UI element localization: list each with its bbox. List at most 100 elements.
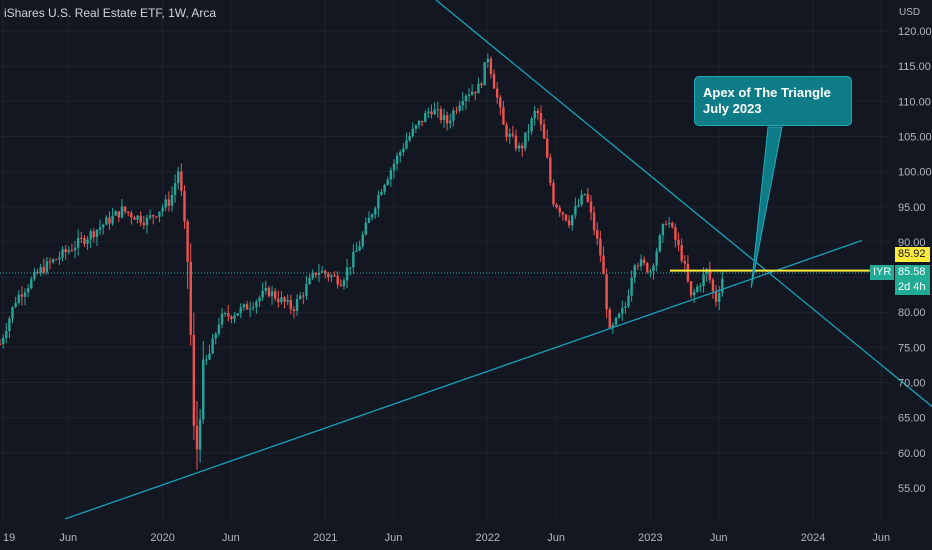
candle-body <box>658 235 661 252</box>
candle-body <box>198 419 202 450</box>
y-tick-label: 120.00 <box>898 26 932 38</box>
candle-body <box>339 284 343 286</box>
candle-body <box>374 208 377 215</box>
x-tick-label: 2024 <box>801 532 825 544</box>
candle-body <box>574 206 577 216</box>
candle-body <box>714 291 718 302</box>
grid-lines <box>0 0 890 522</box>
annotation-callout[interactable]: Apex of The Triangle July 2023 <box>694 76 852 126</box>
candle-body <box>133 217 136 220</box>
candle-body <box>283 297 286 302</box>
candle-body <box>420 120 424 123</box>
candle-body <box>223 313 227 315</box>
candle-body <box>173 183 177 195</box>
chart-title: iShares U.S. Real Estate ETF, 1W, Arca <box>4 6 217 20</box>
candle-body <box>320 270 324 273</box>
candle-body <box>11 306 14 319</box>
candle-body <box>76 237 80 248</box>
candle-body <box>405 140 408 149</box>
candle-body <box>317 272 321 275</box>
symbol-tag: IYR <box>870 265 894 280</box>
y-tick-label: 60.00 <box>898 448 926 460</box>
y-tick-label: 90.00 <box>898 237 926 249</box>
y-tick-label: 110.00 <box>898 96 931 108</box>
candle-body <box>442 115 446 121</box>
candle-body <box>277 298 280 303</box>
candle-body <box>183 191 186 222</box>
candle-body <box>699 285 702 287</box>
candle-body <box>292 309 296 311</box>
candle-body <box>605 274 608 310</box>
candle-body <box>98 227 102 230</box>
candle-body <box>646 263 649 273</box>
candle-body <box>639 259 643 267</box>
candle-body <box>30 278 33 288</box>
candle-body <box>546 138 549 158</box>
candle-body <box>86 239 89 244</box>
candle-body <box>602 255 605 275</box>
y-tick-label: 95.00 <box>898 202 926 214</box>
candle-body <box>567 220 571 226</box>
candle-body <box>130 213 133 218</box>
candle-body <box>508 133 511 137</box>
candle-body <box>445 115 449 124</box>
candle-body <box>596 230 599 239</box>
candle-body <box>280 297 283 303</box>
candle-body <box>45 261 49 273</box>
y-tick-label: 75.00 <box>898 342 926 354</box>
candle-body <box>95 229 99 238</box>
candle-body <box>380 191 383 196</box>
candle-body <box>0 343 2 345</box>
candle-body <box>536 110 540 114</box>
candle-body <box>327 273 330 278</box>
candle-body <box>180 171 183 192</box>
candle-body <box>286 299 289 302</box>
x-tick-label: 19 <box>3 532 15 544</box>
candle-body <box>214 333 217 339</box>
candle-body <box>621 307 624 314</box>
candle-body <box>142 222 146 226</box>
candle-body <box>383 184 386 192</box>
candle-body <box>433 109 436 115</box>
candle-body <box>452 110 455 121</box>
candle-body <box>599 238 602 256</box>
candle-body <box>617 313 621 318</box>
candle-body <box>367 217 371 223</box>
candle-body <box>427 111 430 114</box>
candle-body <box>558 207 561 213</box>
candle-body <box>674 227 677 240</box>
candle-body <box>1 337 5 344</box>
candle-body <box>349 267 352 269</box>
candle-body <box>680 245 683 261</box>
candle-body <box>577 204 580 207</box>
candle-body <box>295 299 299 311</box>
candle-body <box>467 94 471 97</box>
candle-body <box>524 132 527 149</box>
y-tick-label: 70.00 <box>898 378 926 390</box>
x-tick-label: Jun <box>710 532 728 544</box>
candle-body <box>55 259 58 261</box>
candle-body <box>189 261 192 335</box>
candle-body <box>364 222 368 235</box>
candle-body <box>408 135 411 141</box>
candle-body <box>80 237 83 239</box>
candle-body <box>664 224 668 226</box>
annotation-line-1: Apex of The Triangle <box>703 85 831 100</box>
candle-body <box>139 215 142 223</box>
candle-body <box>155 216 158 218</box>
candle-body <box>436 109 439 111</box>
time-axis[interactable]: 19 Jun 2020 Jun 2021 Jun 2022 Jun 2023 Jun 2024 Jun <box>3 532 890 544</box>
candle-body <box>117 211 121 218</box>
candle-body <box>424 113 427 123</box>
candle-body <box>127 211 130 214</box>
candle-body <box>696 286 699 292</box>
candle-body <box>502 107 505 125</box>
candle-body <box>580 194 583 205</box>
candle-body <box>70 250 74 252</box>
x-tick-label: 2023 <box>638 532 662 544</box>
x-tick-label: 2021 <box>313 532 337 544</box>
candle-body <box>8 318 11 332</box>
candle-body <box>289 299 293 310</box>
candle-body <box>311 272 314 278</box>
